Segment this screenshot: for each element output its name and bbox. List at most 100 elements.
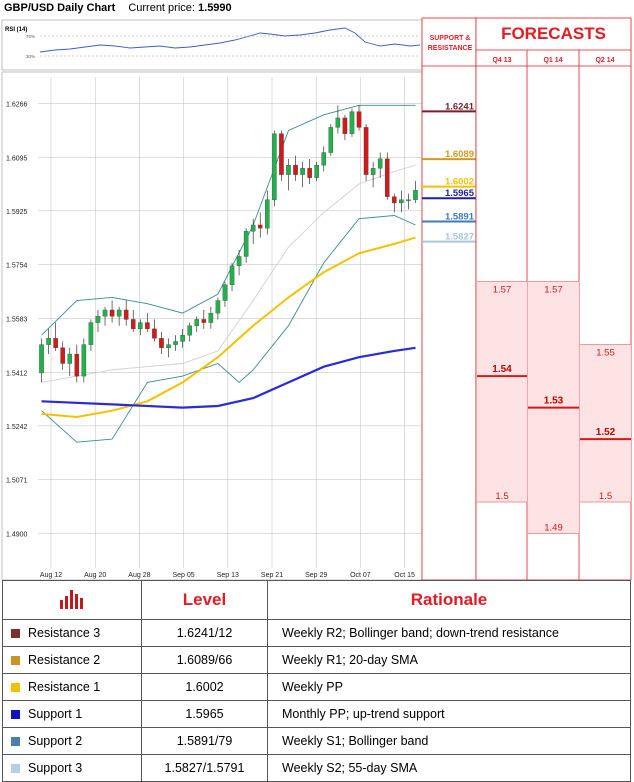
candle-body xyxy=(215,300,221,314)
candle-body xyxy=(384,158,390,197)
price-panel xyxy=(1,71,423,580)
table-row: Resistance 2 1.6089/66 Weekly R1; 20-day… xyxy=(2,646,631,674)
y-tick-label: 1.5583 xyxy=(6,316,28,323)
candle-body xyxy=(293,165,298,175)
row-level: 1.6089/66 xyxy=(141,646,268,674)
sma20-line xyxy=(41,164,416,383)
chart-canvas: RSI (14) 70% 30% 1.6266 1.6095 1.5925 1.575… xyxy=(1,17,632,580)
candle-body xyxy=(194,319,200,326)
row-name: Support 3 xyxy=(28,761,83,775)
candle-body xyxy=(377,158,383,169)
candle-body xyxy=(166,344,171,348)
forecast-range-bar xyxy=(477,281,527,503)
forecast-low-label: 1.49 xyxy=(544,523,563,534)
x-tick-label: Oct 15 xyxy=(394,572,415,579)
levels-table: Level Rationale Resistance 3 1.6241/12 W… xyxy=(2,580,631,782)
rsi-tick-30: 30% xyxy=(26,54,35,59)
color-swatch xyxy=(11,683,20,692)
candle-body xyxy=(321,152,327,166)
candle-body xyxy=(243,231,249,257)
candle-body xyxy=(342,117,348,134)
chart-header: GBP/USD Daily Chart Current price: 1.599… xyxy=(4,2,232,14)
forecast-mid-label: 1.54 xyxy=(492,364,512,375)
table-row: Resistance 3 1.6241/12 Weekly R2; Bollin… xyxy=(2,619,631,647)
rsi-line xyxy=(39,27,421,53)
candle-body xyxy=(39,344,44,374)
candle-body xyxy=(159,338,164,348)
candle-body xyxy=(236,256,242,267)
sr-title-line2: RESISTANCE xyxy=(427,45,473,52)
candle-body xyxy=(46,338,51,345)
x-tick-label: Aug 20 xyxy=(84,572,106,579)
candle-body xyxy=(363,127,369,175)
candle-body xyxy=(187,325,192,336)
row-level: 1.5891/79 xyxy=(141,727,268,755)
candle-body xyxy=(102,309,108,317)
candle-body xyxy=(286,165,291,175)
sr-level-label: 1.5891 xyxy=(445,212,475,223)
x-tick-label: Aug 12 xyxy=(40,572,62,579)
row-name-cell: Resistance 3 xyxy=(2,619,142,647)
y-tick-label: 1.6266 xyxy=(6,101,28,108)
row-name-cell: Support 2 xyxy=(2,727,142,755)
x-tick-label: Sep 29 xyxy=(305,572,327,579)
color-swatch xyxy=(11,764,20,773)
y-tick-label: 1.4900 xyxy=(6,532,28,539)
y-axis: 1.6266 1.6095 1.5925 1.5754 1.5583 1.5412 1.52… xyxy=(6,101,28,538)
bar-chart-icon-cell xyxy=(2,580,142,620)
row-name-cell: Support 3 xyxy=(2,754,142,782)
row-level: 1.5827/1.5791 xyxy=(141,754,268,782)
y-tick-label: 1.5925 xyxy=(6,209,28,216)
x-tick-label: Oct 07 xyxy=(350,572,371,579)
forecast-col-label-q1-14: Q1 14 xyxy=(543,57,563,64)
forecast-high-label: 1.57 xyxy=(493,285,512,296)
candle-body xyxy=(328,127,334,153)
candles xyxy=(39,105,418,383)
candle-body xyxy=(81,344,87,377)
table-row: Support 1 1.5965 Monthly PP; up-trend su… xyxy=(2,700,631,728)
rsi-label: RSI (14) xyxy=(5,27,27,33)
bollinger-upper-line xyxy=(41,104,416,336)
sr-level-label: 1.5965 xyxy=(445,188,475,199)
candle-body xyxy=(130,319,136,330)
candle-body xyxy=(53,338,58,348)
y-tick-label: 1.6095 xyxy=(6,155,28,162)
sr-level-label: 1.6002 xyxy=(445,177,474,188)
sr-title-line1: SUPPORT & xyxy=(429,35,471,42)
y-tick-label: 1.5412 xyxy=(6,370,28,377)
row-rationale: Monthly PP; up-trend support xyxy=(267,700,631,728)
candle-body xyxy=(109,309,115,317)
x-axis: Aug 12 Aug 20 Aug 28 Sep 05 Sep 13 Sep 21 Sep … xyxy=(40,572,415,579)
sr-level-label: 1.6089 xyxy=(445,149,474,160)
color-swatch xyxy=(11,629,20,638)
row-name: Resistance 2 xyxy=(28,653,101,667)
candle-body xyxy=(229,265,235,285)
color-swatch xyxy=(11,710,20,719)
y-tick-label: 1.5754 xyxy=(6,263,28,270)
rsi-panel xyxy=(1,19,423,71)
candle-body xyxy=(116,309,122,317)
chart-title: GBP/USD Daily Chart xyxy=(4,2,116,14)
row-level: 1.6002 xyxy=(141,673,268,701)
table-header-row: Level Rationale xyxy=(2,580,631,620)
candle-body xyxy=(138,322,143,330)
indicators xyxy=(41,104,416,443)
row-name: Resistance 1 xyxy=(28,680,101,694)
candle-body xyxy=(406,199,411,201)
candle-body xyxy=(152,328,157,339)
x-tick-label: Sep 13 xyxy=(217,572,239,579)
bollinger-lower-line xyxy=(41,215,416,443)
table-row: Support 2 1.5891/79 Weekly S1; Bollinger… xyxy=(2,727,631,755)
candle-body xyxy=(279,133,284,175)
header-rationale: Rationale xyxy=(267,580,631,620)
candle-body xyxy=(265,199,270,229)
color-swatch xyxy=(11,656,20,665)
candle-body xyxy=(180,335,185,342)
candle-body xyxy=(67,353,73,364)
row-level: 1.6241/12 xyxy=(141,619,268,647)
candle-body xyxy=(88,322,94,345)
candle-body xyxy=(208,312,214,323)
row-rationale: Weekly R2; Bollinger band; down-trend re… xyxy=(267,619,631,647)
forecast-col-label-q2-14: Q2 14 xyxy=(595,57,615,64)
